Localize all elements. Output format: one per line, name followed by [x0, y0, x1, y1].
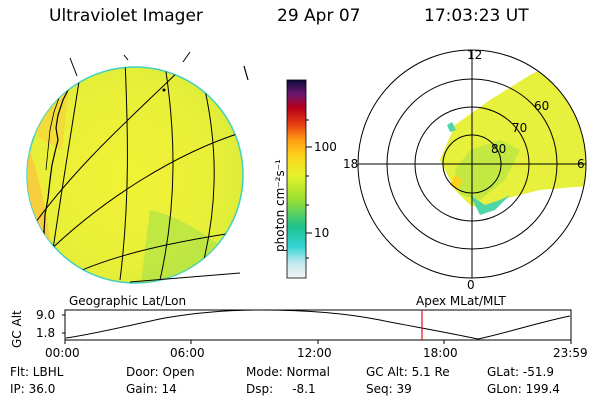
xtick-1200: 12:00 — [297, 346, 332, 360]
altitude-ytick-9: 9.0 — [36, 308, 56, 322]
xtick-0000: 00:00 — [45, 346, 80, 360]
colorbar — [286, 79, 312, 279]
time-label: 17:03:23 UT — [424, 6, 529, 26]
altitude-ytick-1-8: 1.8 — [36, 326, 56, 340]
dsp-info: Dsp: -8.1 — [246, 382, 316, 396]
xtick-1800: 18:00 — [423, 346, 458, 360]
geographic-label: Geographic Lat/Lon — [69, 294, 187, 308]
mlt-label-12: 12 — [467, 48, 483, 62]
mlt-label-18: 18 — [343, 157, 359, 171]
seq-info: Seq: 39 — [366, 382, 412, 396]
glat-info: GLat: -51.9 — [487, 365, 554, 379]
xtick-2359: 23:59 — [553, 346, 588, 360]
date-label: 29 Apr 07 — [277, 6, 361, 26]
lat-label-80: 80 — [491, 142, 507, 156]
filter-info: Flt: LBHL — [10, 365, 64, 379]
polar-plot — [357, 49, 587, 279]
xtick-0600: 06:00 — [170, 346, 205, 360]
mlt-label-0: 0 — [467, 278, 475, 292]
colorbar-tick-100: 100 — [314, 140, 337, 154]
colorbar-tick-10: 10 — [314, 226, 330, 240]
mlt-label-6: 6 — [577, 157, 585, 171]
app-title: Ultraviolet Imager — [49, 6, 203, 26]
apex-label: Apex MLat/MLT — [416, 294, 506, 308]
ip-info: IP: 36.0 — [10, 382, 56, 396]
mode-info: Mode: Normal — [246, 365, 330, 379]
door-info: Door: Open — [126, 365, 195, 379]
gain-info: Gain: 14 — [126, 382, 177, 396]
glon-info: GLon: 199.4 — [487, 382, 560, 396]
lat-label-60: 60 — [534, 99, 550, 113]
altitude-plot — [62, 309, 572, 344]
colorbar-unit-label: photon cm⁻²s⁻¹ — [273, 159, 287, 252]
lat-label-70: 70 — [512, 121, 528, 135]
altitude-ylabel: GC Alt — [10, 310, 24, 348]
earth-image — [26, 51, 249, 284]
gc-alt-info: GC Alt: 5.1 Re — [366, 365, 450, 379]
